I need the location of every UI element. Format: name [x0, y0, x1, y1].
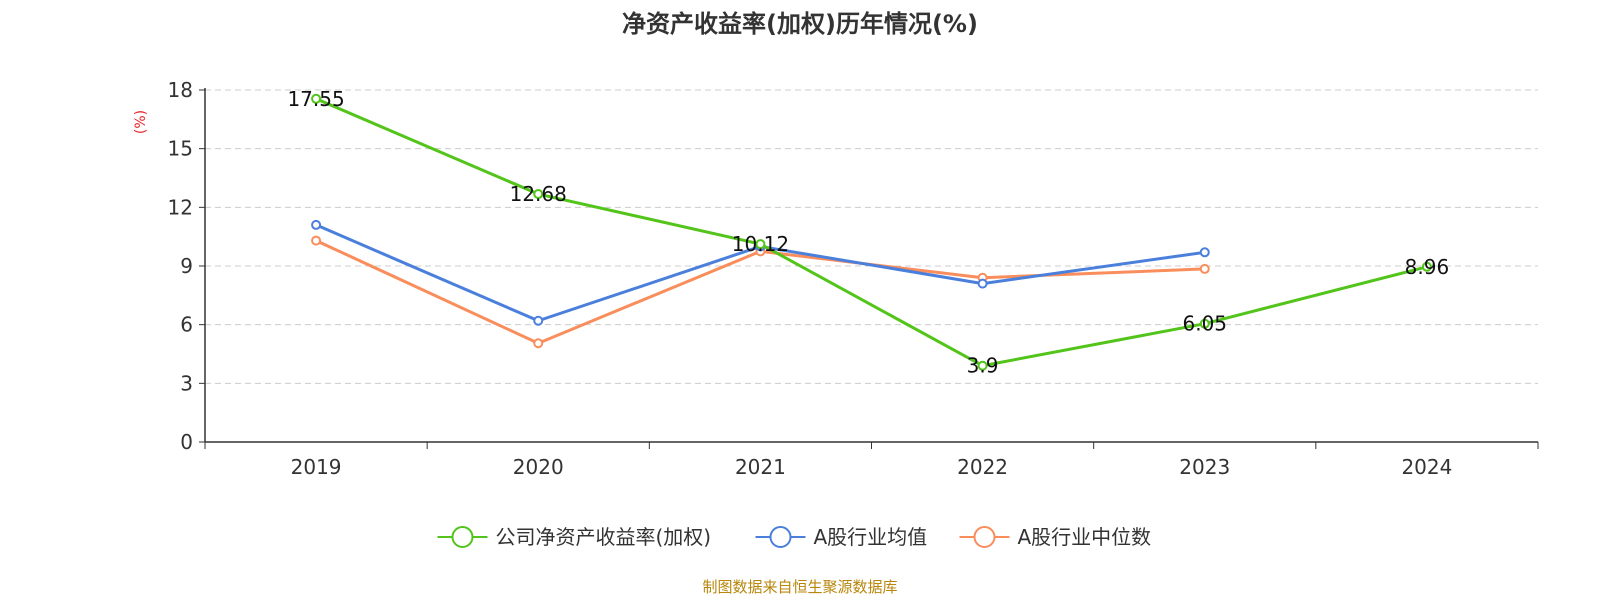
data-label: 8.96 — [1405, 255, 1450, 279]
data-point — [533, 315, 544, 326]
source-note: 制图数据来自恒生聚源数据库 — [702, 578, 897, 596]
data-point — [977, 360, 988, 371]
series-layer — [311, 93, 1432, 371]
y-axis-label: (%) — [133, 110, 149, 134]
x-tick-label: 2022 — [957, 455, 1008, 479]
y-tick-label: 9 — [180, 254, 193, 278]
data-point — [1199, 263, 1210, 274]
data-point — [755, 239, 766, 250]
data-point — [1421, 261, 1432, 272]
y-tick-label: 12 — [168, 195, 193, 219]
data-point — [1199, 318, 1210, 329]
data-point — [533, 189, 544, 200]
data-label: 6.05 — [1182, 312, 1227, 336]
grid-layer — [205, 89, 1538, 384]
data-point — [311, 93, 322, 104]
legend-marker — [973, 526, 996, 548]
legend-label: A股行业均值 — [814, 525, 928, 549]
chart-title: 净资产收益率(加权)历年情况(%) — [622, 10, 978, 38]
data-label-layer: 17.55 12.68 10.12 3.9 6.05 8.96 — [287, 87, 1449, 378]
legend-item: A股行业均值 — [755, 525, 928, 549]
legend-marker — [769, 526, 792, 548]
x-tick-label: 2021 — [735, 455, 786, 479]
data-label: 17.55 — [287, 87, 344, 111]
legend: 公司净资产收益率(加权) A股行业均值 A股行业中位数 — [437, 525, 1152, 549]
y-tick-label: 18 — [168, 78, 193, 102]
axis-layer: 0 3 6 9 12 15 18 2019 2020 2021 2022 2023 2024 — [168, 78, 1539, 479]
x-tick-label: 2024 — [1401, 455, 1452, 479]
data-point — [533, 338, 544, 349]
legend-item: A股行业中位数 — [959, 525, 1152, 549]
y-tick-label: 0 — [180, 430, 193, 454]
series-line-0 — [315, 97, 1428, 368]
x-tick-label: 2020 — [513, 455, 564, 479]
y-tick-label: 15 — [168, 137, 193, 161]
legend-label: 公司净资产收益率(加权) — [496, 525, 712, 549]
y-tick-label: 6 — [180, 313, 193, 337]
y-tick-label: 3 — [180, 371, 193, 395]
x-tick-label: 2023 — [1179, 455, 1230, 479]
x-tick-label: 2019 — [291, 455, 342, 479]
data-point — [311, 219, 322, 230]
data-point — [977, 278, 988, 289]
data-label: 3.9 — [967, 354, 999, 378]
data-label: 10.12 — [732, 232, 789, 256]
legend-label: A股行业中位数 — [1018, 525, 1152, 549]
data-point — [311, 235, 322, 246]
legend-item: 公司净资产收益率(加权) — [437, 525, 712, 549]
legend-marker — [451, 526, 474, 548]
data-point — [1199, 247, 1210, 258]
data-label: 12.68 — [510, 182, 567, 206]
